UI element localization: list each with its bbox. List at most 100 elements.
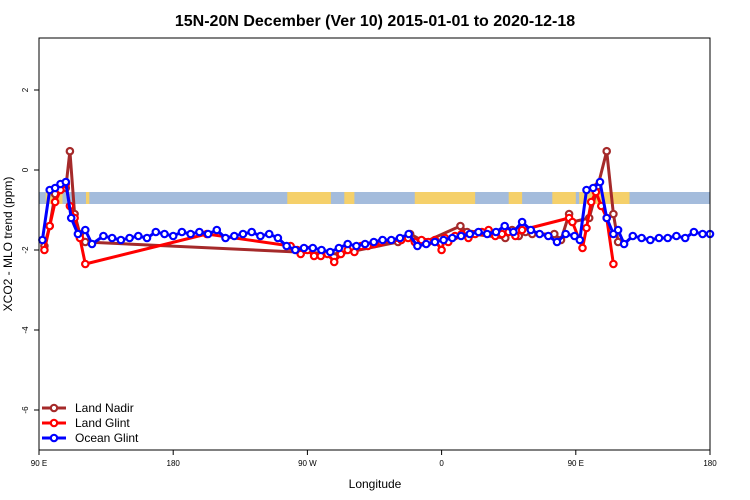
data-point — [309, 251, 319, 261]
chart-title: 15N-20N December (Ver 10) 2015-01-01 to … — [175, 13, 575, 30]
data-point — [116, 235, 126, 245]
data-point — [456, 221, 465, 231]
data-point — [343, 239, 353, 249]
data-point — [568, 217, 577, 227]
data-point — [526, 225, 536, 235]
data-point — [282, 241, 291, 251]
data-point — [575, 235, 585, 245]
legend-item: Land Glint — [42, 416, 130, 430]
data-point — [151, 227, 161, 237]
data-point — [509, 227, 518, 237]
data-point — [663, 233, 673, 243]
data-point — [308, 243, 318, 253]
data-point — [203, 229, 213, 239]
data-point — [256, 231, 265, 241]
data-point — [578, 243, 587, 253]
data-point — [517, 225, 527, 235]
data-point — [238, 229, 248, 239]
data-point — [465, 229, 475, 239]
data-point — [329, 257, 339, 267]
x-tick-label: 180 — [703, 459, 717, 468]
data-point — [582, 185, 591, 195]
map-land-patch — [344, 192, 355, 204]
data-point — [561, 229, 571, 239]
y-axis-label: XCO2 - MLO trend (ppm) — [1, 177, 15, 312]
legend-label: Ocean Glint — [75, 431, 139, 445]
data-point — [160, 229, 169, 239]
series-line — [40, 180, 710, 254]
data-point — [439, 235, 448, 245]
data-point — [142, 233, 152, 243]
series-layer — [38, 146, 715, 269]
data-point — [296, 249, 306, 259]
data-point — [602, 213, 612, 223]
plot-frame — [38, 37, 711, 451]
data-point — [386, 235, 396, 245]
data-point — [325, 247, 335, 257]
data-point — [595, 177, 605, 187]
map-land-patch — [287, 192, 331, 204]
data-point — [195, 227, 204, 237]
legend-label: Land Glint — [75, 416, 130, 430]
data-point — [586, 197, 596, 207]
data-point — [247, 227, 257, 237]
x-tick-label: 0 — [439, 459, 444, 468]
data-point — [290, 245, 300, 255]
map-ocean-band — [39, 192, 710, 204]
map-land-patch — [414, 192, 476, 204]
data-point — [645, 235, 655, 245]
data-point — [602, 146, 612, 156]
data-point — [680, 233, 690, 243]
data-point — [543, 231, 553, 241]
data-point — [500, 221, 510, 231]
data-point — [609, 209, 618, 219]
map-strip — [39, 192, 710, 204]
data-point — [619, 239, 629, 249]
data-point — [186, 229, 195, 239]
data-point — [99, 231, 108, 241]
map-land-patch — [508, 192, 523, 204]
data-point — [299, 243, 309, 253]
data-point — [404, 229, 414, 239]
legend-marker — [49, 403, 59, 413]
data-point — [613, 225, 623, 235]
data-point — [456, 231, 466, 241]
data-point — [474, 227, 483, 237]
data-point — [264, 229, 274, 239]
data-point — [50, 183, 60, 193]
data-point — [334, 243, 344, 253]
data-point — [609, 259, 618, 269]
data-point — [588, 183, 598, 193]
y-tick-label: -4 — [21, 326, 30, 334]
data-point — [570, 231, 579, 241]
data-point — [61, 177, 71, 187]
data-point — [134, 231, 143, 241]
x-axis-label: Longitude — [349, 477, 402, 491]
legend-item: Land Nadir — [42, 401, 134, 415]
data-point — [421, 239, 431, 249]
y-tick-label: 2 — [21, 87, 30, 92]
data-point — [698, 229, 707, 239]
data-point — [517, 217, 527, 227]
data-point — [317, 245, 326, 255]
data-point — [628, 231, 638, 241]
data-point — [212, 225, 222, 235]
data-point — [535, 229, 544, 239]
data-point — [369, 237, 379, 247]
data-point — [107, 233, 117, 243]
data-point — [672, 231, 681, 241]
data-point — [40, 245, 49, 255]
legend-marker — [49, 433, 59, 443]
data-point — [221, 233, 230, 243]
data-point — [637, 233, 646, 243]
data-point — [654, 233, 664, 243]
data-point — [413, 241, 422, 251]
data-point — [582, 223, 591, 233]
y-tick-label: -6 — [21, 406, 30, 414]
data-point — [65, 146, 75, 156]
data-point — [552, 237, 562, 247]
y-tick-label: 0 — [21, 167, 30, 172]
map-land-patch — [85, 192, 90, 204]
